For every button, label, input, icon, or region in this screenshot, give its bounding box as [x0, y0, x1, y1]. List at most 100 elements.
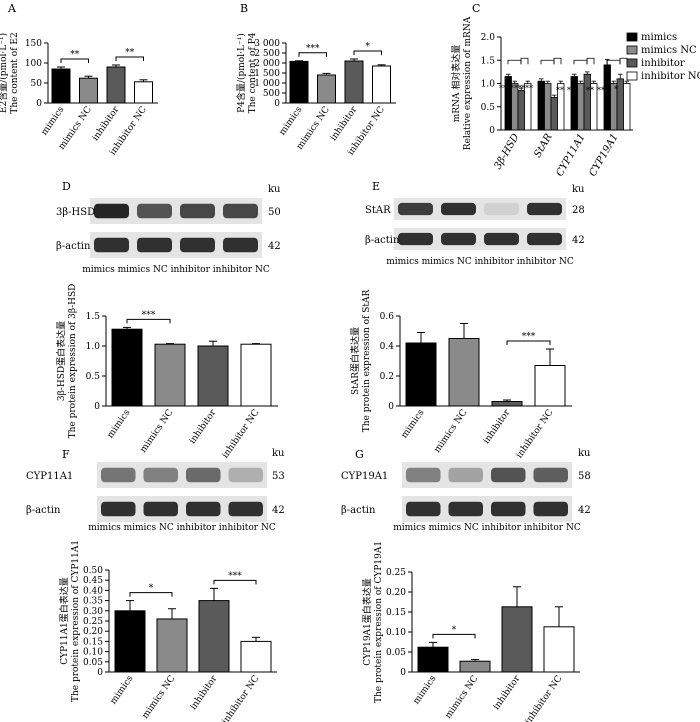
significance-label: ** [556, 86, 564, 95]
panel-letter: A [7, 2, 17, 15]
significance-bracket [353, 50, 382, 55]
blot-strip [394, 198, 566, 220]
blot-ku: ku [572, 184, 585, 195]
blot-band [398, 232, 433, 246]
bar [417, 646, 449, 673]
blot-size: 58 [578, 471, 591, 482]
y-axis-title: 3β-HSD蛋白表达量 The protein expression of 3β-… [55, 284, 78, 439]
y-tick-label: 1.5 [481, 56, 496, 66]
significance-bracket [213, 579, 257, 585]
x-tick-label: inhibitor NC [524, 674, 565, 722]
bar [114, 610, 146, 673]
x-tick: inhibitor NC [221, 674, 262, 722]
y-axis-title: CYP11A1蛋白表达量 The protein expression of CY… [58, 540, 81, 702]
x-tick: 3β-HSD [493, 132, 522, 171]
blot-band [533, 501, 568, 517]
blot-band [533, 467, 568, 483]
blot-lanes: mimics mimics NC inhibitor inhibitor NC [393, 523, 581, 533]
bar [198, 600, 230, 673]
x-tick-label: CYP11A1 [554, 132, 587, 178]
y-axis-title: E2含量/(pmol·L⁻¹) The content of E2 [0, 32, 20, 113]
significance-bracket [506, 340, 551, 345]
blot-band [491, 501, 526, 517]
x-tick-label: inhibitor NC [221, 408, 262, 460]
y-axis-title: mRNA 相对表达量 Relative expression of mRNA [450, 16, 473, 150]
y-tick-label: 0.45 [83, 576, 103, 586]
x-tick-label: mimics NC [141, 674, 178, 721]
significance-label: *** [306, 44, 320, 54]
significance-label: ** [567, 86, 575, 95]
panel-letter: B [240, 2, 248, 15]
bar [106, 66, 126, 104]
blot-lanes: mimics mimics NC inhibitor inhibitor NC [82, 265, 270, 275]
y-tick-label: 0.50 [83, 566, 103, 576]
x-tick-label: mimics NC [444, 674, 481, 721]
y-tick-label: 0.15 [386, 608, 406, 618]
blot-band [186, 467, 221, 483]
bar [543, 626, 575, 673]
significance-label: * [366, 42, 371, 52]
legend-swatch [626, 71, 638, 81]
y-label-cn: CYP19A1蛋白表达量 [361, 578, 373, 666]
x-tick-label: mimics NC [433, 408, 470, 455]
blot-band [223, 203, 258, 219]
bar [491, 401, 523, 407]
y-tick-label: 0 [274, 99, 280, 109]
blot-label: StAR [365, 205, 391, 216]
significance-bracket [573, 59, 588, 65]
bar [534, 365, 566, 407]
bar [603, 64, 611, 131]
bar [51, 68, 71, 104]
blot-label: β-actin [56, 241, 91, 252]
legend-label: mimics [641, 32, 677, 43]
x-tick-label: inhibitor [189, 673, 220, 712]
y-label-en: The protein expression of CYP11A1 [71, 540, 81, 702]
blot-D: 3β-HSD 50 β-actin 42 ku mimics mimics NC inhi… [56, 184, 281, 275]
significance-bracket [115, 56, 144, 61]
x-tick-label: mimics [40, 105, 67, 138]
x-tick: inhibitor [482, 407, 513, 446]
y-tick-label: 0.25 [83, 617, 103, 627]
significance-label: *** [142, 310, 156, 320]
x-tick: mimics NC [139, 408, 176, 455]
y-tick-label: 2 000 [254, 59, 280, 69]
x-tick-label: mimics [278, 105, 305, 138]
blot-size: 42 [578, 505, 591, 516]
blot-band [143, 467, 178, 483]
bar [240, 343, 272, 407]
x-tick: CYP19A1 [587, 132, 620, 178]
y-tick-label: 500 [263, 89, 280, 99]
significance-bracket [606, 59, 621, 65]
y-tick-label: 0.25 [386, 568, 406, 578]
chart-A: A 0 50 100 150 E2含量/(pmol·L⁻¹) The content of … [0, 2, 158, 157]
bar [577, 83, 585, 131]
y-tick-label: 0.05 [386, 648, 406, 658]
bar [583, 73, 591, 131]
significance-bracket [540, 59, 555, 65]
panel-letter: E [372, 180, 380, 193]
x-tick: inhibitor [492, 673, 523, 712]
y-tick-label: 0.4 [380, 342, 395, 352]
bar [317, 74, 336, 104]
blot-ku: ku [268, 184, 281, 195]
bar [197, 345, 229, 407]
blot-band [228, 467, 263, 483]
x-tick: mimics [278, 105, 305, 138]
significance-bracket [586, 57, 595, 65]
chart-C: C 0 0.5 1.0 1.5 2.0 mRNA 相对表达量 Relative express… [450, 2, 633, 178]
significance-bracket [553, 57, 562, 65]
blot-band [448, 467, 483, 483]
bar [517, 90, 525, 131]
blot-band [101, 467, 136, 483]
blot-band [228, 501, 263, 517]
x-tick-label: inhibitor [482, 407, 513, 446]
blot-ku: ku [578, 448, 591, 459]
chart-E: E 0 0.2 0.4 0.6 StAR蛋白表达量 The protein expressi… [349, 180, 572, 460]
blot-band [527, 202, 562, 216]
blot-band [137, 237, 172, 253]
blot-band [448, 501, 483, 517]
bar [448, 338, 480, 407]
blot-band [180, 203, 215, 219]
x-tick: mimics [109, 674, 136, 707]
significance-bracket [520, 57, 529, 65]
